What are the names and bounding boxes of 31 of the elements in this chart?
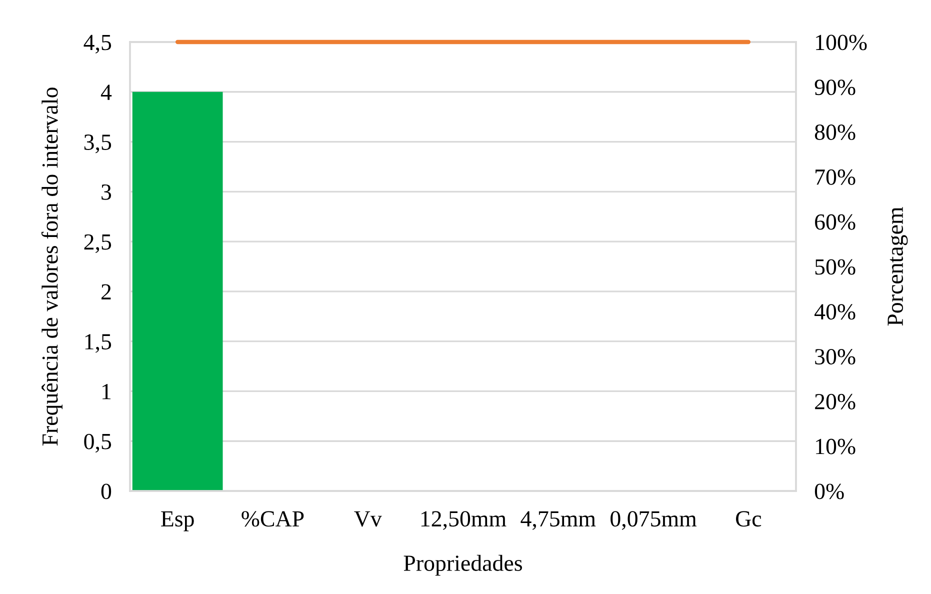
y2-axis-title: Porcentagem bbox=[888, 207, 908, 326]
y-tick-label: 3 bbox=[102, 184, 112, 200]
y2-tick-label: 60% bbox=[815, 214, 856, 230]
y2-tick-label: 10% bbox=[816, 438, 856, 454]
y2-tick-label: 80% bbox=[814, 124, 856, 140]
y2-tick-label: 0% bbox=[814, 484, 844, 500]
y-tick-label: 4,5 bbox=[84, 34, 112, 54]
y2-tick-label: 70% bbox=[816, 169, 856, 185]
y-tick-label: 3,5 bbox=[84, 134, 112, 154]
y2-tick-label: 30% bbox=[815, 349, 856, 365]
y-tick-label: 1 bbox=[102, 384, 111, 400]
y-tick-label: 0,5 bbox=[84, 434, 112, 453]
x-tick-label: %CAP bbox=[242, 511, 304, 527]
x-tick-label: Gc bbox=[736, 511, 762, 527]
x-tick-label: 4,75mm bbox=[520, 511, 596, 530]
x-tick-label: 0,075mm bbox=[610, 511, 697, 530]
y2-tick-label: 20% bbox=[815, 394, 856, 410]
y-tick-label: 2,5 bbox=[84, 234, 112, 254]
x-tick-label: 12,50mm bbox=[421, 511, 506, 530]
y-tick-label: 2 bbox=[101, 284, 111, 300]
y2-tick-label: 50% bbox=[815, 259, 856, 275]
x-axis-title: Propriedades bbox=[404, 554, 522, 576]
y-tick-label: 4 bbox=[100, 84, 112, 100]
y-tick-label: 1,5 bbox=[85, 334, 112, 353]
y2-tick-label: 100% bbox=[816, 34, 867, 50]
x-tick-label: Vv bbox=[354, 511, 382, 527]
y2-tick-label: 40% bbox=[814, 304, 856, 320]
y-axis-title: Frequência de valores fora do intervalo bbox=[41, 88, 62, 446]
y2-tick-label: 90% bbox=[814, 80, 856, 96]
x-tick-label: Esp bbox=[161, 511, 194, 532]
y-tick-label: 0 bbox=[101, 484, 112, 500]
